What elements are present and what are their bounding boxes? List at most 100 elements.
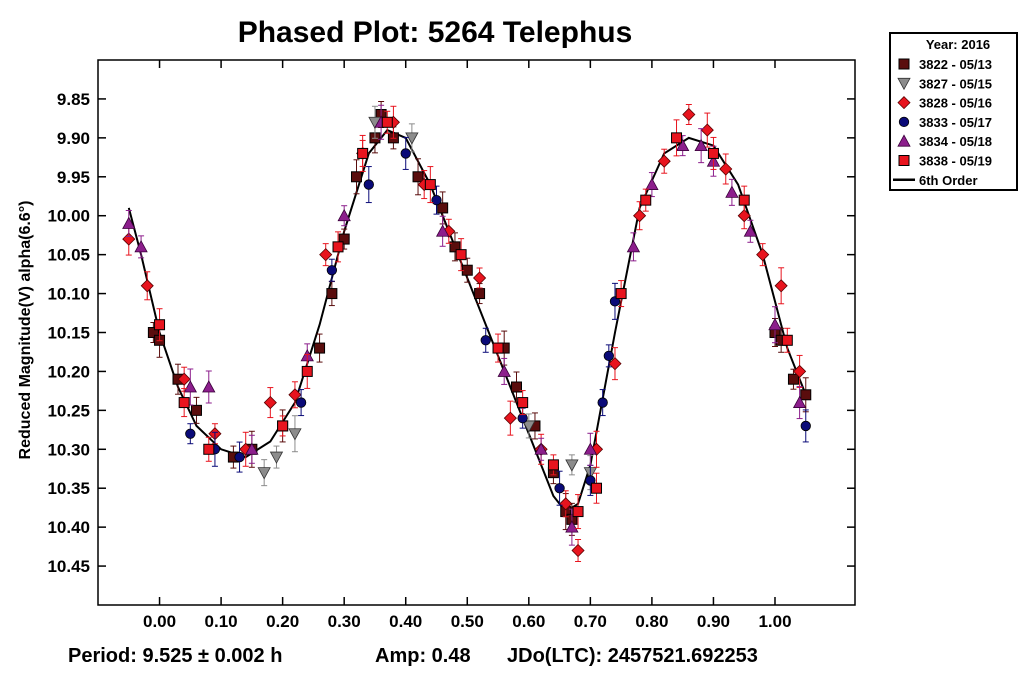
- data-point: [245, 442, 259, 455]
- data-point: [497, 364, 511, 377]
- data-point: [608, 357, 622, 371]
- data-point: [480, 335, 491, 346]
- y-tick-label: 10.10: [47, 285, 90, 304]
- data-point: [263, 396, 277, 410]
- x-tick-label: 0.70: [574, 612, 607, 631]
- x-tick-label: 0.30: [328, 612, 361, 631]
- legend-title: Year: 2016: [926, 37, 990, 52]
- data-point: [319, 248, 333, 262]
- legend-entry-label: 3822 - 05/13: [919, 57, 992, 72]
- data-point: [326, 265, 338, 276]
- data-point: [412, 171, 424, 183]
- x-tick-label: 0.10: [205, 612, 238, 631]
- data-point: [725, 185, 739, 198]
- data-point: [719, 162, 733, 176]
- legend-box: [889, 32, 1018, 191]
- footer-jdo: JDo(LTC): 2457521.692253: [507, 645, 758, 667]
- y-tick-label: 10.35: [47, 479, 90, 498]
- x-tick-label: 0.40: [389, 612, 422, 631]
- data-point: [738, 194, 750, 206]
- data-point: [269, 451, 284, 464]
- legend-entry-label: 3834 - 05/18: [919, 134, 992, 149]
- data-point: [424, 179, 436, 191]
- data-point: [583, 442, 598, 455]
- x-tick-label: 0.20: [266, 612, 299, 631]
- data-point: [400, 148, 411, 159]
- data-point: [800, 389, 812, 401]
- data-point: [737, 209, 751, 223]
- data-point: [572, 506, 584, 518]
- y-tick-label: 10.20: [47, 362, 90, 381]
- data-point: [522, 420, 536, 433]
- legend-swatch: [897, 77, 911, 91]
- legend-entry-label: 3828 - 05/16: [919, 96, 992, 111]
- axis-ticks: 9.85 9.90 9.95 10.00 10.05 10.10 10.15 10.20 10.…: [47, 60, 855, 631]
- data-point: [122, 216, 136, 229]
- data-point: [154, 319, 166, 331]
- data-point: [694, 138, 708, 152]
- data-point: [277, 420, 289, 432]
- footer-amp: Amp: 0.48: [375, 645, 471, 667]
- data-point: [565, 520, 579, 533]
- data-point: [178, 397, 190, 409]
- data-point: [257, 467, 271, 480]
- data-point: [640, 194, 652, 206]
- data-point: [793, 364, 807, 378]
- data-point: [134, 240, 148, 253]
- y-axis-label: Reduced Magnitude(V) alpha(6.6°): [17, 201, 34, 460]
- data-point: [177, 372, 191, 386]
- data-point: [338, 233, 350, 245]
- y-tick-label: 10.05: [47, 246, 90, 265]
- data-point: [357, 147, 369, 159]
- legend-entry-label: 6th Order: [919, 173, 978, 188]
- data-point: [597, 397, 608, 408]
- data-point: [337, 208, 351, 222]
- data-point: [603, 350, 614, 362]
- legend-swatch: [898, 58, 910, 70]
- data-points: [122, 101, 812, 562]
- data-point: [707, 147, 719, 159]
- y-tick-label: 9.85: [57, 90, 90, 109]
- data-point: [455, 249, 467, 261]
- data-point: [645, 177, 659, 190]
- data-point: [626, 240, 641, 253]
- data-point: [787, 373, 799, 385]
- x-tick-label: 0.90: [697, 612, 730, 631]
- data-point: [774, 279, 788, 293]
- data-point: [743, 224, 758, 237]
- chart-title: Phased Plot: 5264 Telephus: [238, 16, 633, 49]
- data-point: [185, 428, 196, 439]
- data-point: [140, 279, 154, 293]
- legend-swatch: [897, 96, 911, 110]
- data-point: [682, 107, 696, 122]
- data-point: [534, 442, 548, 455]
- data-point: [147, 327, 159, 338]
- data-point: [431, 194, 442, 206]
- data-point: [554, 483, 565, 494]
- legend: Year: 2016 3822 - 05/13 3827 - 05/15 3828 …: [889, 32, 1018, 191]
- y-tick-label: 10.00: [47, 207, 90, 226]
- y-tick-label: 9.90: [57, 129, 90, 148]
- data-point: [314, 342, 326, 354]
- data-point: [792, 395, 807, 408]
- legend-entry-label: 3838 - 05/19: [919, 154, 992, 169]
- legend-swatch: [898, 116, 910, 128]
- data-point: [437, 202, 449, 214]
- y-tick-label: 10.25: [47, 401, 90, 420]
- data-point: [676, 138, 690, 152]
- data-point: [657, 154, 671, 168]
- data-point: [435, 224, 450, 237]
- x-tick-label: 1.00: [758, 612, 791, 631]
- data-point: [768, 317, 782, 331]
- data-point: [565, 459, 579, 472]
- x-tick-label: 0.00: [143, 612, 176, 631]
- y-tick-label: 10.30: [47, 440, 90, 459]
- plot-frame: [97, 59, 856, 606]
- series-3: [185, 136, 811, 506]
- data-point: [202, 380, 216, 393]
- data-point: [234, 451, 245, 463]
- y-tick-label: 10.15: [47, 324, 90, 343]
- data-point: [517, 397, 529, 409]
- x-tick-label: 0.80: [635, 612, 668, 631]
